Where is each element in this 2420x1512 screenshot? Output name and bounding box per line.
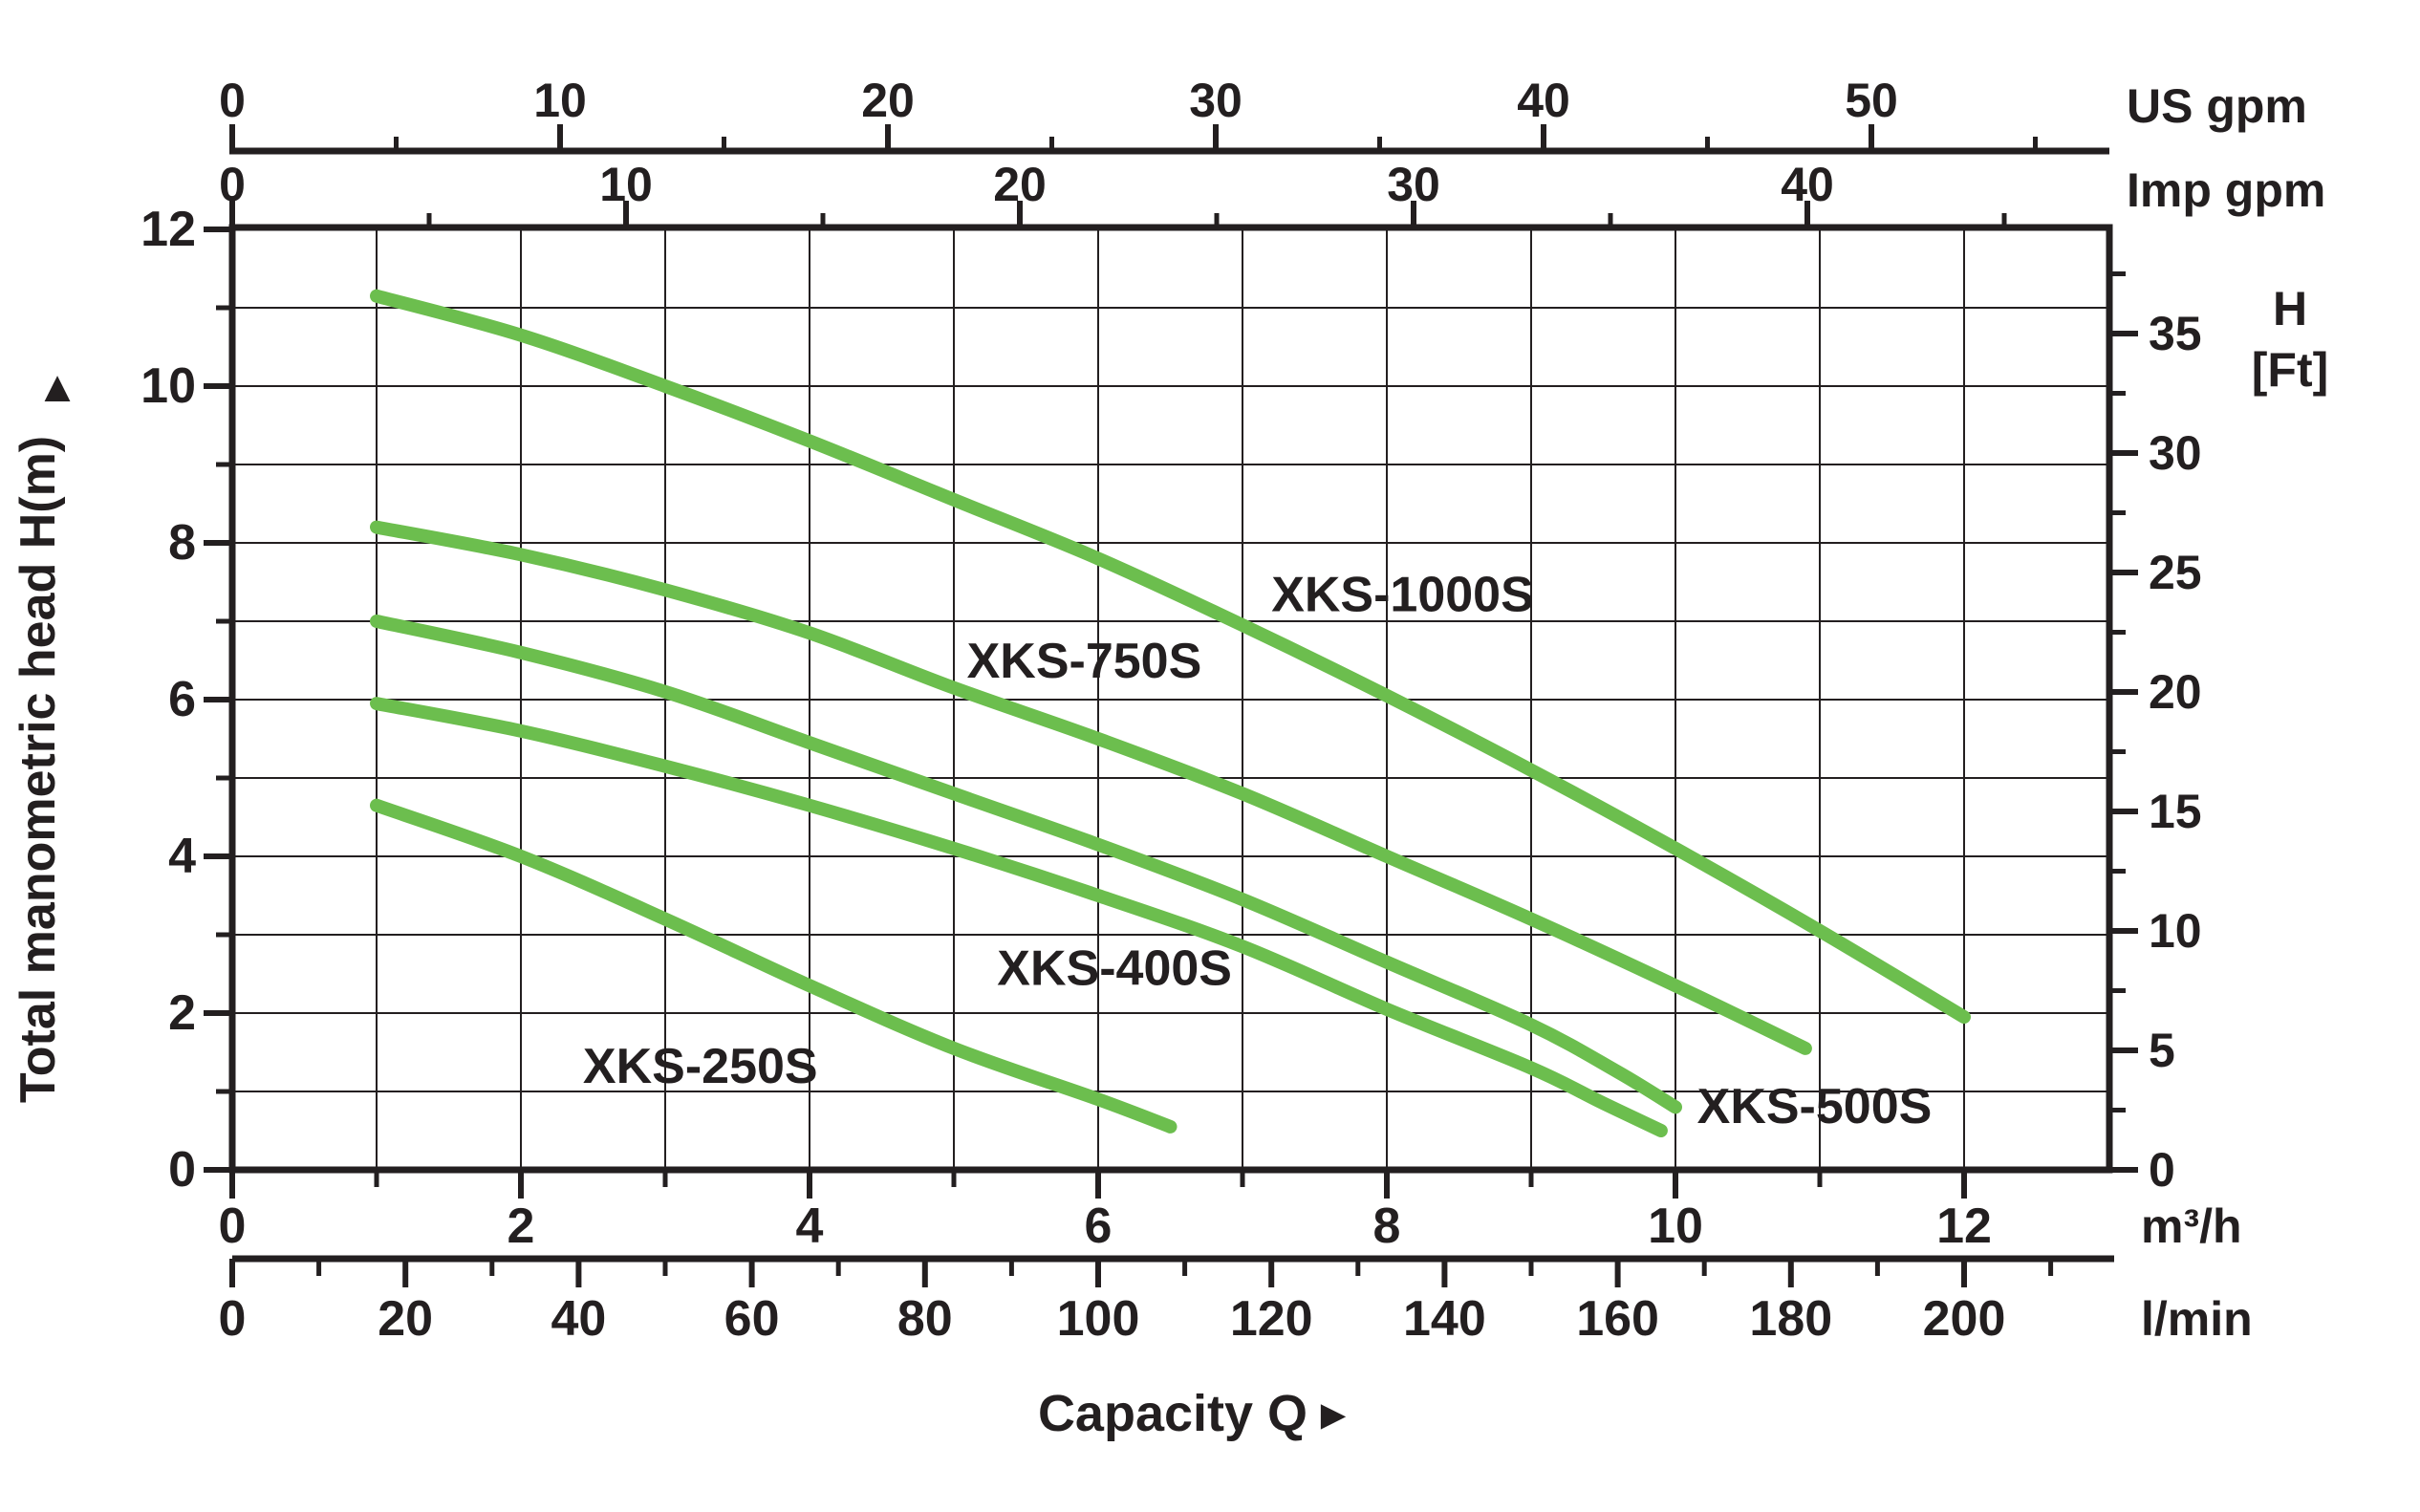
- us-gpm-tick-label: 40: [1517, 74, 1570, 127]
- m3h-tick-label: 10: [1648, 1199, 1703, 1254]
- us-gpm-tick-label: 30: [1189, 74, 1242, 127]
- head-m-tick-label: 12: [140, 202, 196, 257]
- curve-label-xks-1000s: XKS-1000S: [1271, 567, 1534, 622]
- imp-gpm-tick-label: 30: [1387, 158, 1440, 211]
- head-ft-tick-label: 35: [2149, 307, 2202, 360]
- lmin-tick-label: 20: [378, 1291, 433, 1347]
- capacity-axis-title: Capacity Q: [1038, 1385, 1307, 1442]
- curve-label-xks-500s: XKS-500S: [1697, 1079, 1933, 1134]
- us-gpm-unit-label: US gpm: [2127, 79, 2307, 133]
- head-ft-tick-label: 10: [2149, 904, 2202, 958]
- lmin-tick-label: 200: [1923, 1291, 2006, 1347]
- us-gpm-tick-label: 50: [1845, 74, 1898, 127]
- head-ft-tick-label: 5: [2149, 1024, 2175, 1077]
- head-ft-axis-label-unit: [Ft]: [2252, 343, 2329, 397]
- imp-gpm-tick-label: 0: [219, 158, 246, 211]
- curve-label-xks-250s: XKS-250S: [583, 1039, 818, 1094]
- lmin-tick-label: 100: [1057, 1291, 1140, 1347]
- m3h-tick-label: 0: [219, 1199, 247, 1254]
- lmin-tick-label: 0: [219, 1291, 247, 1347]
- us-gpm-tick-label: 0: [219, 74, 246, 127]
- head-m-tick-label: 4: [168, 829, 196, 884]
- capacity-arrow-icon: ►: [1312, 1392, 1354, 1438]
- lmin-tick-label: 40: [551, 1291, 606, 1347]
- lmin-tick-label: 140: [1403, 1291, 1486, 1347]
- lmin-tick-label: 120: [1230, 1291, 1313, 1347]
- head-m-tick-label: 10: [140, 358, 196, 414]
- us-gpm-tick-label: 10: [533, 74, 587, 127]
- head-m-tick-label: 6: [168, 672, 196, 727]
- lmin-tick-label: 160: [1576, 1291, 1659, 1347]
- pump-curve-xks-500s: [370, 615, 1682, 1114]
- head-ft-tick-label: 15: [2149, 785, 2202, 838]
- lmin-unit-label: l/min: [2141, 1292, 2253, 1346]
- pump-curve-xks-1000s: [370, 289, 1971, 1025]
- m3h-tick-label: 2: [508, 1199, 535, 1254]
- pump-curve-xks-400s: [370, 697, 1668, 1137]
- head-axis-arrow-icon: ▲: [35, 361, 79, 411]
- head-m-tick-label: 8: [168, 515, 196, 571]
- m3h-tick-label: 12: [1936, 1199, 1992, 1254]
- m3h-tick-label: 6: [1085, 1199, 1113, 1254]
- lmin-tick-label: 180: [1749, 1291, 1832, 1347]
- us-gpm-tick-label: 20: [861, 74, 915, 127]
- lmin-tick-label: 80: [897, 1291, 953, 1347]
- head-ft-tick-label: 0: [2149, 1143, 2175, 1197]
- imp-gpm-tick-label: 20: [993, 158, 1047, 211]
- curve-label-xks-750s: XKS-750S: [967, 634, 1202, 689]
- imp-gpm-unit-label: Imp gpm: [2127, 163, 2325, 217]
- head-axis-title: Total manometric head H(m): [11, 436, 66, 1103]
- head-ft-tick-label: 20: [2149, 665, 2202, 719]
- head-m-tick-label: 2: [168, 985, 196, 1041]
- pump-curve-xks-750s: [370, 520, 1812, 1055]
- m3h-unit-label: m³/h: [2141, 1199, 2242, 1253]
- curve-label-xks-400s: XKS-400S: [997, 940, 1232, 996]
- pump-curve-xks-250s: [370, 798, 1178, 1134]
- m3h-tick-label: 8: [1373, 1199, 1401, 1254]
- lmin-tick-label: 60: [724, 1291, 780, 1347]
- head-ft-tick-label: 25: [2149, 546, 2202, 599]
- imp-gpm-tick-label: 40: [1781, 158, 1834, 211]
- head-ft-axis-label: H: [2273, 282, 2307, 335]
- imp-gpm-tick-label: 10: [599, 158, 653, 211]
- m3h-tick-label: 4: [796, 1199, 824, 1254]
- head-m-tick-label: 0: [168, 1142, 196, 1198]
- head-ft-tick-label: 30: [2149, 426, 2202, 480]
